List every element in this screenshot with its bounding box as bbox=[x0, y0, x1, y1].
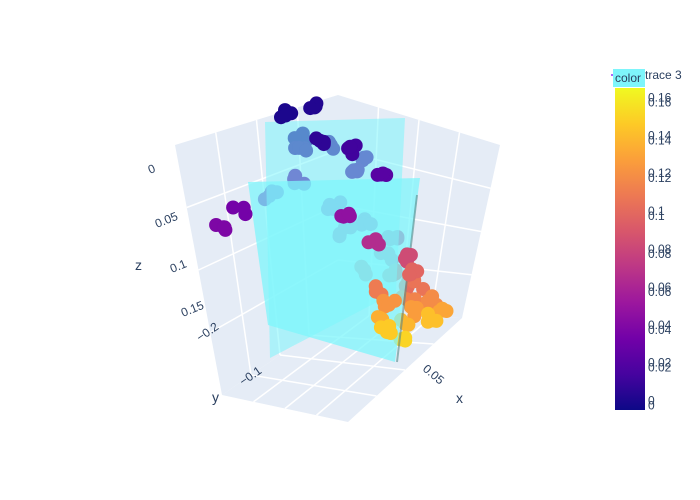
z-tick-label: 0 bbox=[146, 161, 158, 177]
data-point[interactable] bbox=[343, 139, 358, 154]
colorbar-tick-label: 0.06 bbox=[648, 280, 672, 294]
data-point[interactable] bbox=[303, 101, 318, 116]
x-tick-label: 0.05 bbox=[420, 362, 447, 388]
data-point[interactable] bbox=[226, 200, 241, 215]
data-point[interactable] bbox=[361, 235, 376, 250]
data-point[interactable] bbox=[387, 293, 402, 308]
colorbar-tick-label: 0.02 bbox=[648, 356, 672, 370]
points-front bbox=[226, 103, 425, 340]
colorbar-tick-label: 0.1 bbox=[648, 204, 665, 218]
colorbar-tick-label-secondary: 0.1 bbox=[648, 209, 665, 223]
colorbar-tick-label: 0 bbox=[648, 394, 655, 408]
colorbar-tick-label: 0.12 bbox=[648, 166, 672, 180]
data-point[interactable] bbox=[420, 294, 435, 308]
y-axis-title: y bbox=[212, 389, 219, 405]
colorbar-tick-label: 0.16 bbox=[648, 90, 672, 104]
colorbar-tick-label-secondary: 0 bbox=[648, 399, 655, 413]
legend-item-trace-3[interactable]: trace 3 bbox=[645, 68, 682, 82]
colorbar-tick-label-secondary: 0.16 bbox=[648, 95, 672, 109]
colorbar-tick-label: 0.08 bbox=[648, 242, 672, 256]
hover-tooltip: color bbox=[613, 69, 645, 87]
z-axis-title: z bbox=[135, 257, 142, 273]
data-point[interactable] bbox=[402, 267, 417, 282]
x-axis-title: x bbox=[456, 390, 463, 406]
data-point[interactable] bbox=[369, 282, 384, 297]
x-axis-ticks: 0.05 bbox=[420, 362, 447, 388]
colorbar-tick-label-secondary: 0.14 bbox=[648, 133, 672, 147]
data-point[interactable] bbox=[429, 313, 444, 328]
colorbar-ticks: 000.020.020.040.040.060.060.080.080.10.1… bbox=[648, 90, 672, 412]
z-tick-label: 0.1 bbox=[168, 256, 189, 275]
colorbar-tick-label-secondary: 0.06 bbox=[648, 285, 672, 299]
plane-1 bbox=[265, 118, 405, 358]
z-tick-label: 0.15 bbox=[179, 298, 206, 320]
data-point[interactable] bbox=[401, 317, 416, 332]
svg-text:color: color bbox=[615, 71, 641, 85]
data-point[interactable] bbox=[398, 251, 412, 266]
data-point[interactable] bbox=[341, 206, 356, 221]
data-point[interactable] bbox=[217, 220, 232, 235]
colorbar-tick-label-secondary: 0.04 bbox=[648, 323, 672, 337]
colorbar-tick-label: 0.14 bbox=[648, 128, 672, 142]
colorbar-tick-label-secondary: 0.02 bbox=[648, 361, 672, 375]
colorbar-tick-label: 0.04 bbox=[648, 318, 672, 332]
colorbar-tick-label-secondary: 0.12 bbox=[648, 171, 672, 185]
data-point[interactable] bbox=[435, 301, 450, 316]
colorbar bbox=[615, 88, 645, 410]
colorbar-tick-label-secondary: 0.08 bbox=[648, 247, 672, 261]
data-point[interactable] bbox=[370, 167, 385, 182]
data-point[interactable] bbox=[236, 200, 251, 215]
z-tick-label: 0.05 bbox=[153, 209, 180, 231]
data-point[interactable] bbox=[379, 325, 394, 340]
data-point[interactable] bbox=[278, 108, 293, 123]
data-point[interactable] bbox=[309, 131, 324, 146]
